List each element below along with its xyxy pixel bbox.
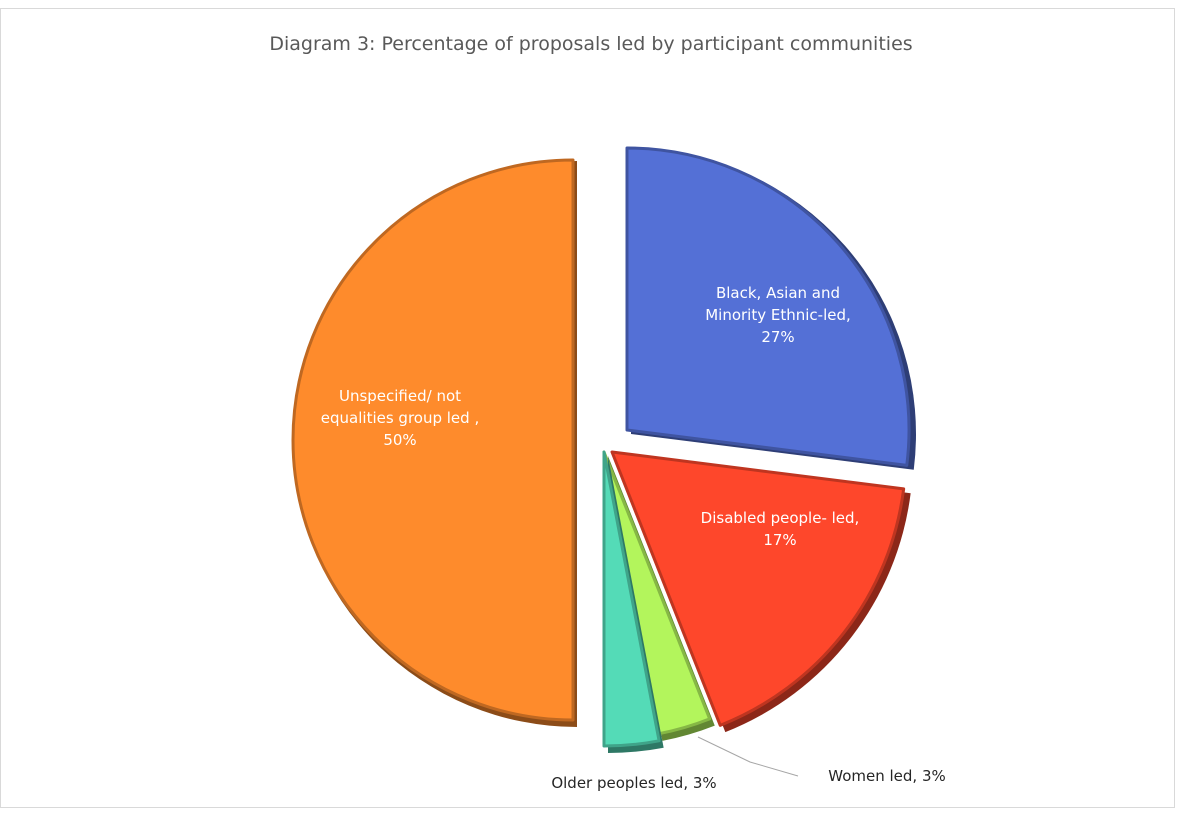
slice-label-women-led: Women led, 3%: [828, 767, 946, 785]
slice-label-line: 27%: [761, 328, 794, 346]
leader-line-women-led: [697, 736, 799, 777]
slice-label-line: Older peoples led, 3%: [551, 774, 716, 792]
pie-slice-disabled-people-led: [610, 450, 906, 727]
slice-label-line: Unspecified/ not: [339, 387, 461, 405]
pie-slice-older-peoples-led: [602, 450, 661, 748]
slice-label-line: Women led, 3%: [828, 767, 946, 785]
slice-label-older-peoples-led: Older peoples led, 3%: [551, 774, 716, 792]
slice-label-line: Minority Ethnic-led,: [705, 306, 851, 324]
slice-label-line: 17%: [763, 531, 796, 549]
pie-slice-unspecified-not-equalities-group-led: [291, 158, 575, 722]
slice-label-line: equalities group led ,: [321, 409, 479, 427]
chart-title: Diagram 3: Percentage of proposals led b…: [269, 33, 913, 55]
slice-label-line: Black, Asian and: [716, 284, 840, 302]
pie-slice-black-asian-and-minority-ethnic-led: [625, 146, 911, 467]
slice-label-unspecified-not-equalities-group-led: Unspecified/ not equalities group led , 50…: [321, 387, 479, 449]
slice-label-disabled-people-led: Disabled people- led, 17%: [701, 509, 860, 549]
slice-label-black-asian-and-minority-ethnic-led: Black, Asian and Minority Ethnic-led, 27%: [705, 284, 851, 346]
slice-label-line: 50%: [383, 431, 416, 449]
chart-frame: [0, 8, 1175, 808]
slice-label-line: Disabled people- led,: [701, 509, 860, 527]
